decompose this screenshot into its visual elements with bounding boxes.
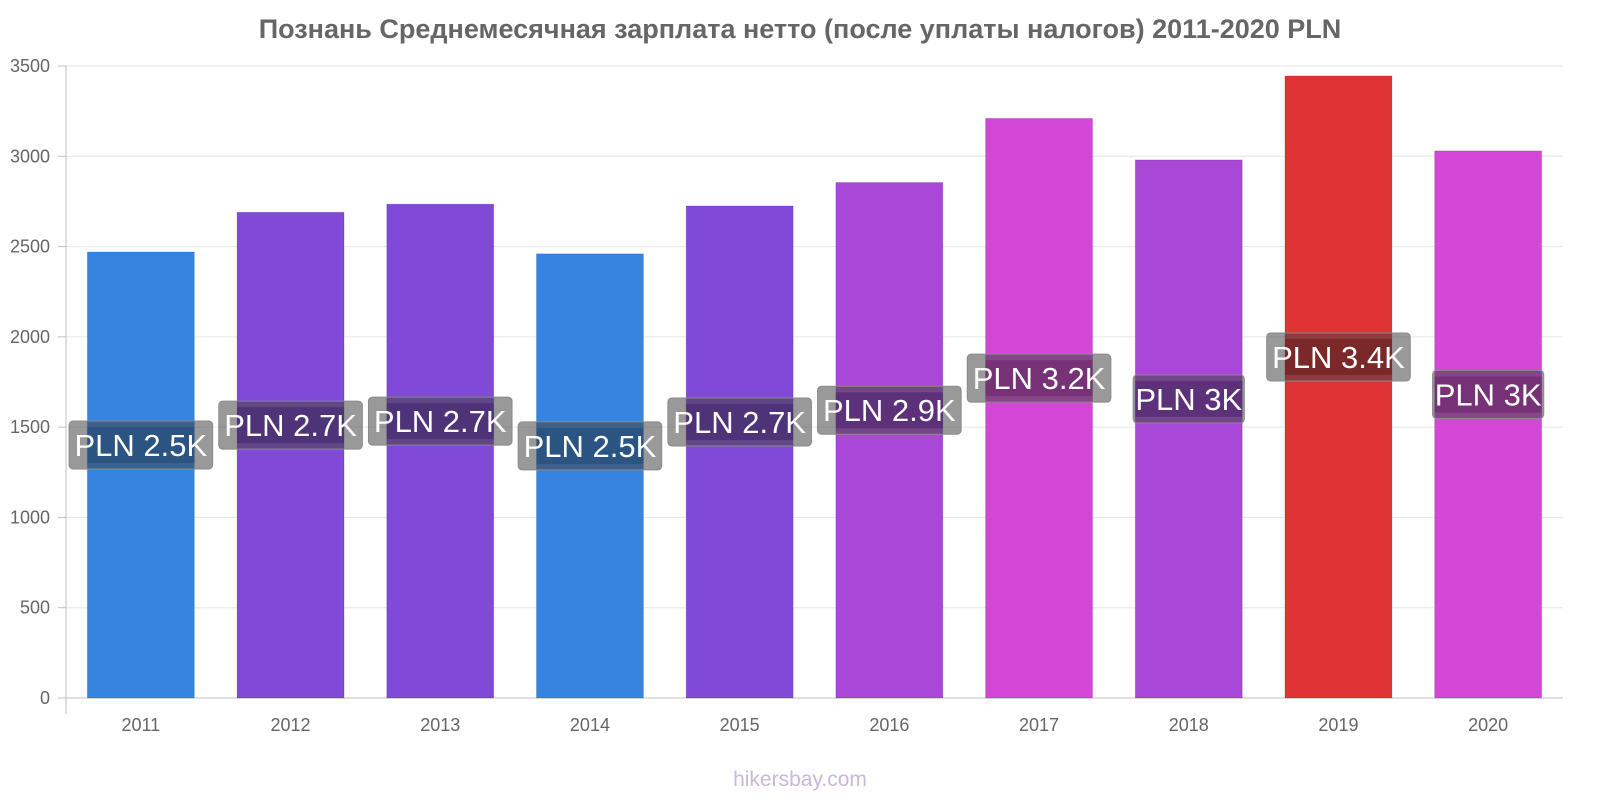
y-tick-label: 0 [40, 688, 50, 708]
data-label-band [386, 403, 494, 440]
data-label-text: PLN 3.2K [973, 361, 1106, 396]
x-tick-label: 2011 [121, 715, 160, 735]
bar [535, 253, 644, 699]
x-tick-label: 2013 [420, 715, 460, 735]
bar [835, 181, 944, 699]
bar [1434, 150, 1543, 699]
x-tick-label: 2020 [1468, 715, 1508, 735]
data-label-text: PLN 2.5K [524, 429, 657, 464]
x-tick-label: 2012 [271, 715, 311, 735]
y-tick-label: 500 [20, 598, 50, 618]
y-tick-label: 3000 [10, 146, 50, 166]
data-label-text: PLN 3K [1135, 382, 1242, 417]
bar [685, 205, 794, 699]
data-label-text: PLN 2.9K [823, 393, 956, 428]
data-label-band [686, 403, 794, 440]
y-tick-label: 3500 [10, 56, 50, 76]
y-tick-label: 2500 [10, 237, 50, 257]
x-tick-label: 2016 [869, 715, 909, 735]
data-label: PLN 3.4K [1266, 332, 1411, 382]
data-label: PLN 2.7K [367, 396, 513, 446]
data-label-text: PLN 2.7K [374, 404, 507, 439]
y-axis: 0 500 1000 1500 2000 2500 3000 3500 [10, 56, 67, 714]
x-tick-label: 2019 [1318, 715, 1358, 735]
data-label: PLN 2.9K [817, 385, 962, 435]
data-label-text: PLN 2.7K [224, 408, 357, 443]
chart-title: Познань Среднемесячная зарплата нетто (п… [258, 14, 1342, 44]
data-label: PLN 3.2K [966, 353, 1112, 403]
y-tick-label: 1500 [10, 417, 50, 437]
data-label-band [87, 426, 195, 463]
data-label-band [1434, 376, 1542, 413]
data-label-band [237, 407, 345, 444]
data-label: PLN 2.7K [218, 400, 363, 450]
data-label-text: PLN 2.7K [673, 405, 806, 440]
bars [86, 75, 1543, 699]
data-label: PLN 2.7K [667, 397, 812, 447]
data-label-text: PLN 3K [1435, 377, 1542, 412]
x-axis: 2011 2012 2013 2014 2015 2016 2017 2018 2019 2020 [66, 697, 1563, 735]
bar [86, 251, 195, 699]
y-tick-label: 1000 [10, 507, 50, 527]
bar [1134, 159, 1243, 699]
data-label: PLN 3K [1132, 374, 1245, 424]
data-label-text: PLN 2.5K [74, 428, 207, 463]
y-tick-label: 2000 [10, 327, 50, 347]
watermark: hikersbay.com [733, 768, 867, 791]
x-tick-label: 2014 [570, 715, 610, 735]
x-tick-label: 2017 [1019, 715, 1059, 735]
x-tick-label: 2015 [720, 715, 760, 735]
data-label-text: PLN 3.4K [1272, 340, 1405, 375]
data-label: PLN 2.5K [517, 421, 663, 471]
x-tick-label: 2018 [1169, 715, 1209, 735]
data-label-band [1135, 380, 1243, 417]
data-labels: PLN 2.5K PLN 2.7K PLN 2.7K PLN 2.5K PLN 2.7K… [68, 332, 1545, 471]
bar [1284, 75, 1393, 699]
data-label-band [536, 427, 644, 464]
bar [985, 117, 1094, 699]
bar [236, 211, 345, 699]
data-label-band [985, 360, 1093, 397]
bar [386, 203, 495, 699]
data-label: PLN 3K [1432, 369, 1545, 419]
data-label: PLN 2.5K [68, 420, 214, 470]
data-label-band [1284, 338, 1392, 375]
data-label-band [835, 392, 943, 429]
